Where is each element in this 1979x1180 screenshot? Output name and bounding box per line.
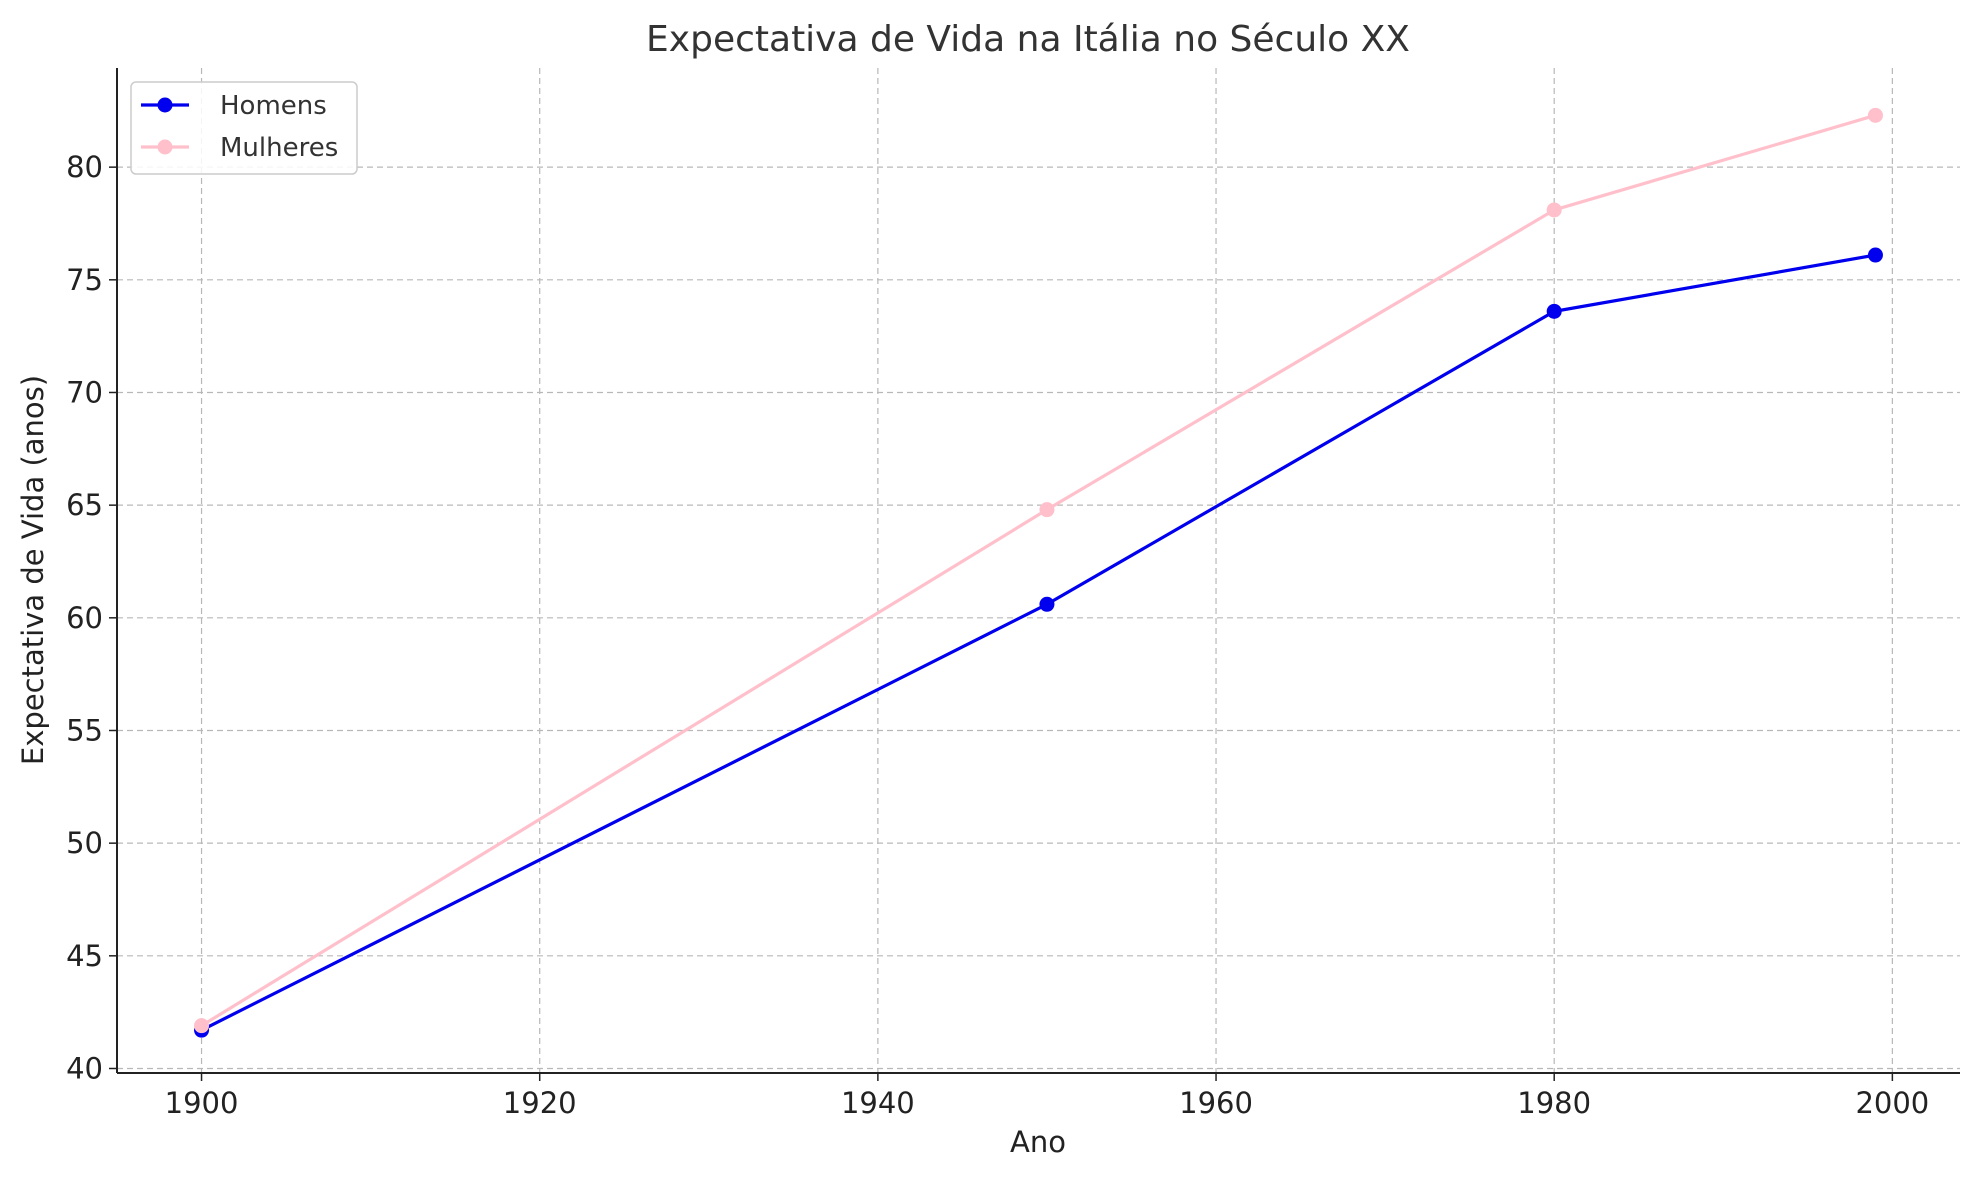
x-tick-label: 1920 (503, 1086, 577, 1120)
y-tick-label: 45 (66, 939, 103, 973)
series-homens-point (1867, 247, 1883, 263)
y-tick-label: 40 (66, 1051, 103, 1085)
x-tick-label: 2000 (1855, 1086, 1929, 1120)
series-homens-point (1039, 596, 1055, 612)
x-axis-label: Ano (1010, 1125, 1066, 1159)
grid (117, 68, 1960, 1073)
y-tick-label: 70 (66, 375, 103, 409)
legend-label: Homens (220, 91, 327, 121)
chart-title: Expectativa de Vida na Itália no Século … (646, 19, 1410, 60)
legend: Homens Mulheres (130, 81, 358, 175)
series-mulheres-line (200, 113, 1876, 1028)
series-homens-line (200, 253, 1876, 1032)
y-tick-label: 75 (66, 263, 103, 297)
legend-label: Mulheres (220, 133, 338, 163)
x-tick-label: 1900 (165, 1086, 239, 1120)
y-tick-label: 65 (66, 488, 103, 522)
y-tick-label: 60 (66, 601, 103, 635)
series-mulheres-point (1867, 107, 1883, 123)
y-axis-label: Expectativa de Vida (anos) (16, 375, 50, 765)
legend-swatch-marker (157, 139, 173, 155)
axes (116, 68, 1960, 1074)
series-homens-point (1546, 303, 1562, 319)
y-tick-label: 80 (66, 150, 103, 184)
x-tick-label: 1940 (841, 1086, 915, 1120)
series-layer (194, 107, 1883, 1038)
series-mulheres-point (1546, 202, 1562, 218)
ticks: 1900 1920 1940 1960 1980 2000 40 45 50 55 60 65 70 75… (66, 150, 1929, 1120)
series-mulheres-point (194, 1018, 210, 1034)
x-tick-label: 1960 (1179, 1086, 1253, 1120)
legend-swatch-marker (157, 97, 173, 113)
y-tick-label: 50 (66, 826, 103, 860)
y-tick-label: 55 (66, 713, 103, 747)
series-mulheres-point (1039, 502, 1055, 518)
x-tick-label: 1980 (1517, 1086, 1591, 1120)
